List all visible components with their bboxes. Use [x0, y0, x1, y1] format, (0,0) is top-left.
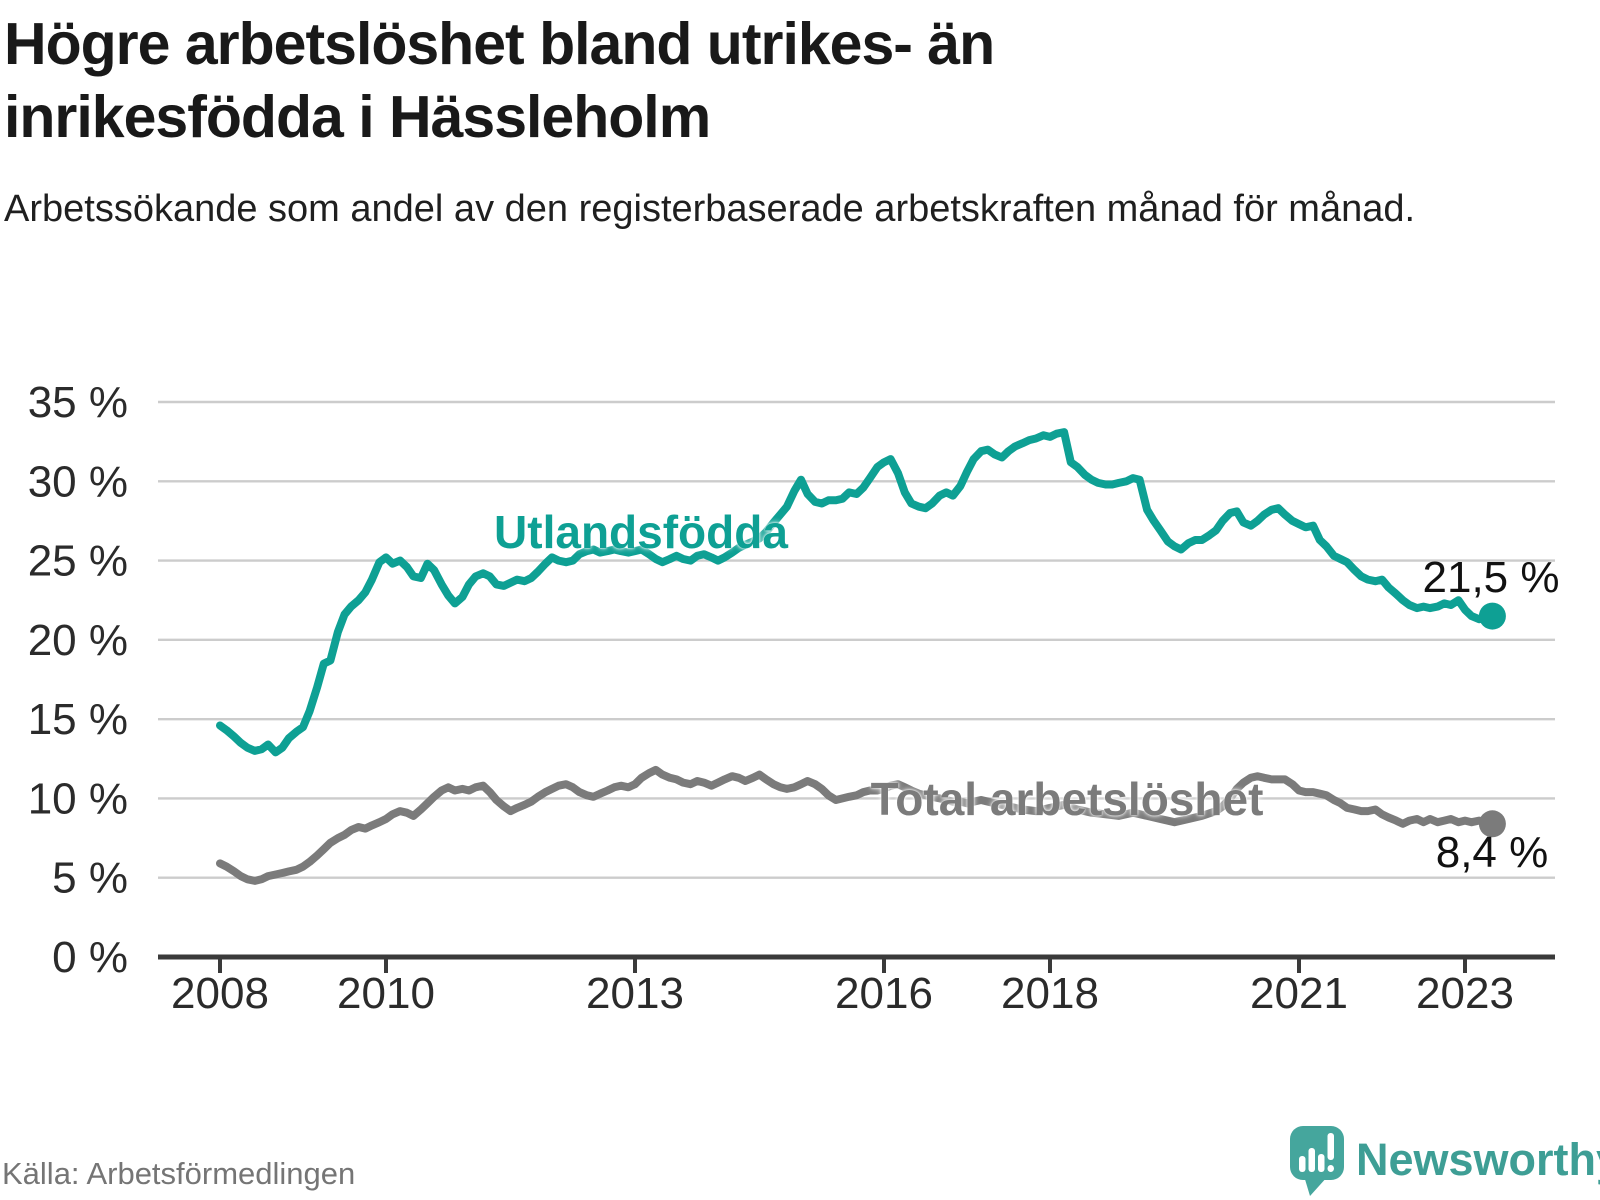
series-line: [216, 765, 1497, 885]
series-end-dot: [1478, 602, 1506, 630]
end-value-label-total: 8,4 %: [1435, 828, 1549, 877]
y-axis-tick-label: 25 %: [28, 537, 128, 586]
y-axis-tick-label: 35 %: [28, 378, 128, 427]
y-axis-tick-label: 5 %: [52, 854, 128, 903]
x-axis-tick-label: 2013: [586, 969, 684, 1018]
series-label-utlandsfodda: Utlandsfödda: [494, 506, 788, 558]
newsworthy-logo-bubble-icon: [1290, 1126, 1344, 1196]
y-axis-tick-label: 10 %: [28, 774, 128, 823]
series-end-dot: [1478, 810, 1506, 838]
x-axis-tick-label: 2016: [835, 969, 933, 1018]
y-axis-tick-label: 0 %: [52, 933, 128, 982]
newsworthy-logo: Newsworthy: [1290, 1126, 1600, 1196]
y-axis-tick-label: 15 %: [28, 695, 128, 744]
x-axis-tick-label: 2010: [337, 969, 435, 1018]
page-title: Högre arbetslöshet bland utrikes- än inr…: [4, 11, 995, 151]
y-axis-tick-label: 30 %: [28, 457, 128, 506]
series-line: [216, 428, 1497, 757]
x-axis-tick-label: 2023: [1416, 969, 1514, 1018]
end-value-label-utlandsfodda: 21,5 %: [1422, 553, 1560, 602]
x-axis-tick-label: 2008: [171, 969, 269, 1018]
y-axis-tick-label: 20 %: [28, 616, 128, 665]
x-axis-tick-label: 2018: [1001, 969, 1099, 1018]
newsworthy-wordmark: Newsworthy: [1356, 1134, 1600, 1185]
chart-subtitle: Arbetssökande som andel av den registerb…: [4, 188, 1416, 230]
source-attribution: Källa: Arbetsförmedlingen: [2, 1156, 356, 1191]
series-label-total-arbetsloshet: Total arbetslöshet: [870, 773, 1264, 825]
x-axis-tick-label: 2021: [1250, 969, 1348, 1018]
